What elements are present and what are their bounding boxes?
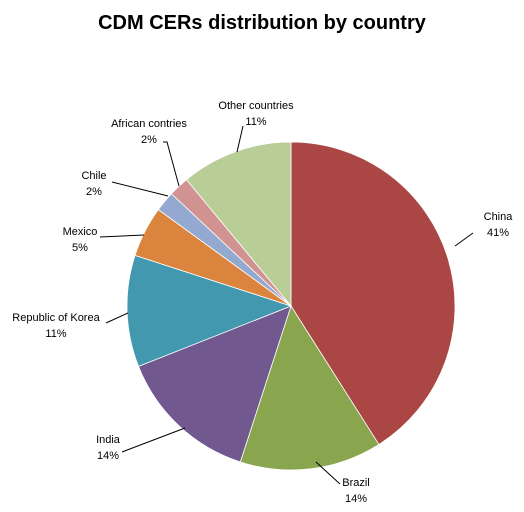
slice-label-republic-of-korea: Republic of Korea bbox=[12, 312, 100, 324]
leader-line-republic-of-korea bbox=[105, 312, 129, 324]
slice-label-india: India bbox=[96, 434, 121, 446]
slice-label-chile: Chile bbox=[81, 170, 106, 182]
slice-label-african-contries: African contries bbox=[111, 118, 187, 130]
leader-line-african-contries bbox=[163, 141, 180, 187]
slice-value-label-india: 14% bbox=[97, 450, 119, 462]
pie-slices bbox=[126, 141, 456, 471]
leader-line-india bbox=[121, 427, 186, 453]
pie-slice-china bbox=[290, 141, 456, 446]
pie-slice-republic-of-korea bbox=[126, 254, 293, 367]
pie-slice-brazil bbox=[239, 305, 380, 471]
slice-value-label-china: 41% bbox=[487, 227, 509, 239]
leader-line-brazil bbox=[315, 461, 341, 485]
slice-value-label-african-contries: 2% bbox=[141, 134, 157, 146]
slice-label-china: China bbox=[484, 211, 514, 223]
slice-labels: China 41% Brazil 14% India 14% Republic of Kor… bbox=[12, 100, 513, 505]
leader-lines bbox=[99, 125, 474, 485]
slice-label-mexico: Mexico bbox=[63, 226, 98, 238]
pie-slice-other-countries bbox=[185, 141, 292, 308]
pie-slice-india bbox=[138, 305, 292, 463]
slice-value-label-other-countries: 11% bbox=[245, 116, 266, 128]
slice-value-label-brazil: 14% bbox=[345, 493, 367, 505]
slice-value-label-republic-of-korea: 11% bbox=[45, 328, 66, 340]
leader-line-chile bbox=[111, 181, 169, 197]
leader-line-mexico bbox=[99, 234, 145, 238]
chart-title: CDM CERs distribution by country bbox=[98, 12, 426, 34]
slice-label-brazil: Brazil bbox=[342, 477, 370, 489]
slice-value-label-chile: 2% bbox=[86, 186, 102, 198]
slice-value-label-mexico: 5% bbox=[72, 242, 88, 254]
leader-line-china bbox=[454, 232, 474, 247]
slice-label-other-countries: Other countries bbox=[218, 100, 294, 112]
leader-line-other-countries bbox=[236, 125, 244, 153]
